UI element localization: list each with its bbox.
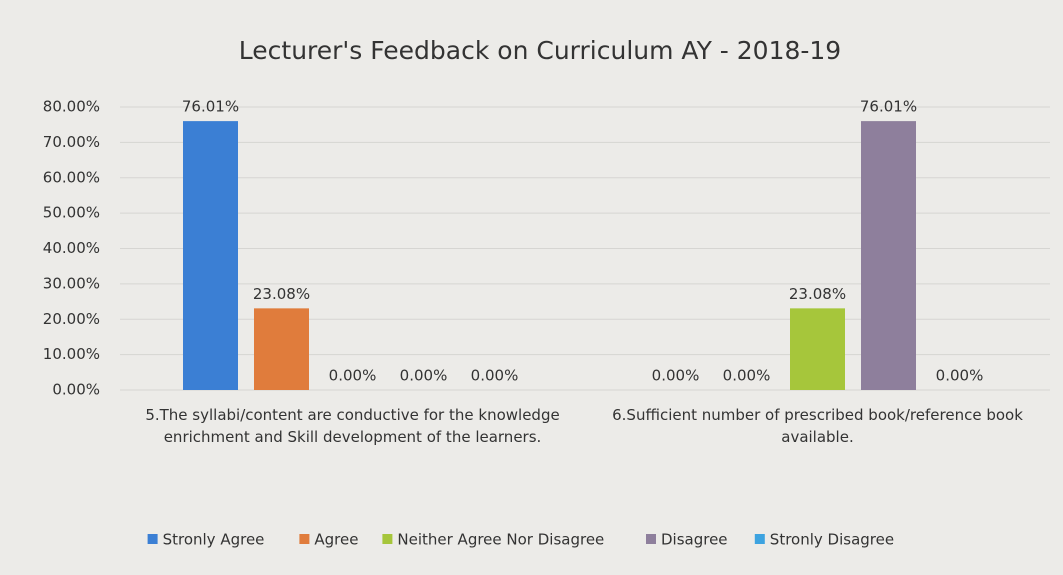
legend-label: Neither Agree Nor Disagree (397, 531, 604, 549)
legend-swatch (646, 534, 656, 544)
data-label: 0.00% (471, 367, 519, 385)
y-tick-label: 60.00% (43, 168, 100, 186)
data-label: 23.08% (789, 285, 846, 303)
legend-swatch (147, 534, 158, 544)
x-tick-label: 6.Sufficient number of prescribed book/r… (612, 406, 1023, 446)
legend-label: Agree (314, 531, 358, 549)
data-label: 76.01% (860, 98, 917, 116)
y-tick-label: 10.00% (43, 345, 100, 363)
bar (183, 121, 238, 390)
data-label: 76.01% (182, 98, 239, 116)
y-tick-label: 40.00% (43, 239, 100, 257)
y-tick-label: 0.00% (52, 381, 100, 399)
bar (861, 121, 916, 390)
legend-swatch (382, 534, 393, 544)
y-tick-label: 70.00% (43, 133, 100, 151)
y-tick-label: 20.00% (43, 310, 100, 328)
bar (790, 308, 845, 390)
legend-label: Stronly Disagree (770, 531, 894, 549)
legend-label: Stronly Agree (163, 531, 265, 549)
legend-swatch (299, 534, 310, 544)
legend-swatch (754, 534, 765, 544)
data-label: 0.00% (723, 367, 771, 385)
chart-title: Lecturer's Feedback on Curriculum AY - 2… (239, 36, 841, 65)
bar (254, 308, 309, 390)
y-tick-label: 50.00% (43, 204, 100, 222)
legend-label: Disagree (661, 531, 728, 549)
y-tick-label: 30.00% (43, 274, 100, 292)
y-tick-label: 80.00% (43, 98, 100, 116)
x-tick-label: 5.The syllabi/content are conductive for… (145, 406, 560, 446)
data-label: 0.00% (329, 367, 377, 385)
data-label: 23.08% (253, 285, 310, 303)
data-label: 0.00% (652, 367, 700, 385)
data-label: 0.00% (936, 367, 984, 385)
data-label: 0.00% (400, 367, 448, 385)
